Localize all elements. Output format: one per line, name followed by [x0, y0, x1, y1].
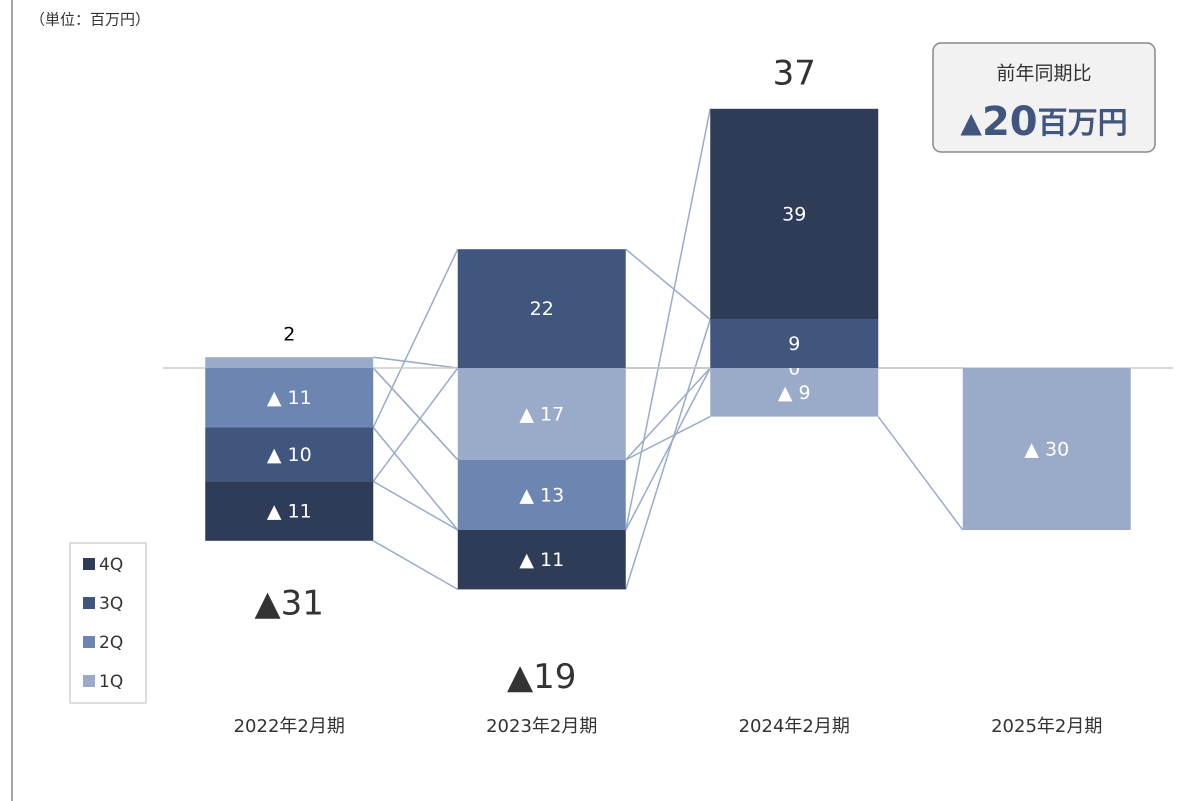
bar-segment	[710, 368, 879, 417]
bar-segment	[205, 481, 374, 541]
data-label: ▲ 30	[1024, 439, 1069, 461]
connector	[625, 248, 711, 320]
connector	[625, 415, 711, 461]
x-tick-label: 2022年2月期	[234, 716, 345, 737]
total-label: ▲31	[255, 583, 324, 623]
data-label: ▲ 10	[267, 444, 312, 466]
bar-segment	[457, 459, 626, 530]
connector	[372, 248, 459, 428]
data-label: ▲ 11	[519, 549, 564, 571]
data-label: ▲ 11	[267, 387, 312, 409]
connector	[625, 108, 711, 531]
connector	[372, 540, 459, 591]
data-label: ▲ 17	[519, 403, 564, 425]
connector	[372, 480, 459, 531]
connector	[372, 367, 459, 482]
legend-label: 4Q	[99, 555, 123, 575]
callout-mark: ▲	[960, 106, 982, 139]
data-label: ▲ 13	[519, 484, 564, 506]
bar-segment	[962, 368, 1131, 530]
total-label: 37	[773, 53, 816, 93]
connector	[373, 356, 458, 369]
legend-label: 1Q	[99, 672, 123, 692]
bar-segment	[205, 427, 374, 482]
x-tick-label: 2025年2月期	[991, 716, 1102, 737]
connector	[625, 367, 711, 461]
bar-segment	[205, 357, 374, 368]
callout-title: 前年同期比	[996, 63, 1091, 85]
callout-unit: 百万円	[1038, 106, 1128, 141]
data-label: 9	[788, 333, 800, 355]
legend-swatch	[83, 636, 95, 648]
legend-swatch	[83, 675, 95, 687]
legend-swatch	[83, 597, 95, 609]
connector	[625, 319, 711, 590]
data-label: 22	[530, 298, 554, 320]
callout-box	[932, 42, 1156, 153]
bar-segment	[205, 368, 374, 428]
x-tick-label: 2024年2月期	[739, 716, 850, 737]
callout-value: ▲20百万円	[960, 99, 1127, 145]
legend-swatch	[83, 558, 95, 570]
connector	[625, 367, 711, 531]
connector	[877, 416, 964, 531]
bar-segment	[457, 368, 626, 460]
total-label: ▲19	[507, 657, 576, 697]
connector	[372, 367, 459, 461]
bar-segment	[710, 319, 879, 368]
x-tick-label: 2023年2月期	[486, 716, 597, 737]
legend-label: 2Q	[99, 633, 123, 653]
connector	[372, 426, 459, 531]
bar-segment	[710, 108, 879, 320]
bar-segment	[457, 249, 626, 368]
callout-number: 20	[982, 99, 1038, 145]
legend-label: 3Q	[99, 594, 123, 614]
data-label: ▲ 11	[267, 501, 312, 523]
bar-segment	[457, 530, 626, 590]
data-label: 2	[283, 324, 295, 346]
data-label: ▲ 9	[778, 382, 811, 404]
data-label: 39	[782, 204, 806, 226]
legend-box	[69, 542, 147, 704]
unit-note: （単位：百万円）	[30, 11, 150, 29]
